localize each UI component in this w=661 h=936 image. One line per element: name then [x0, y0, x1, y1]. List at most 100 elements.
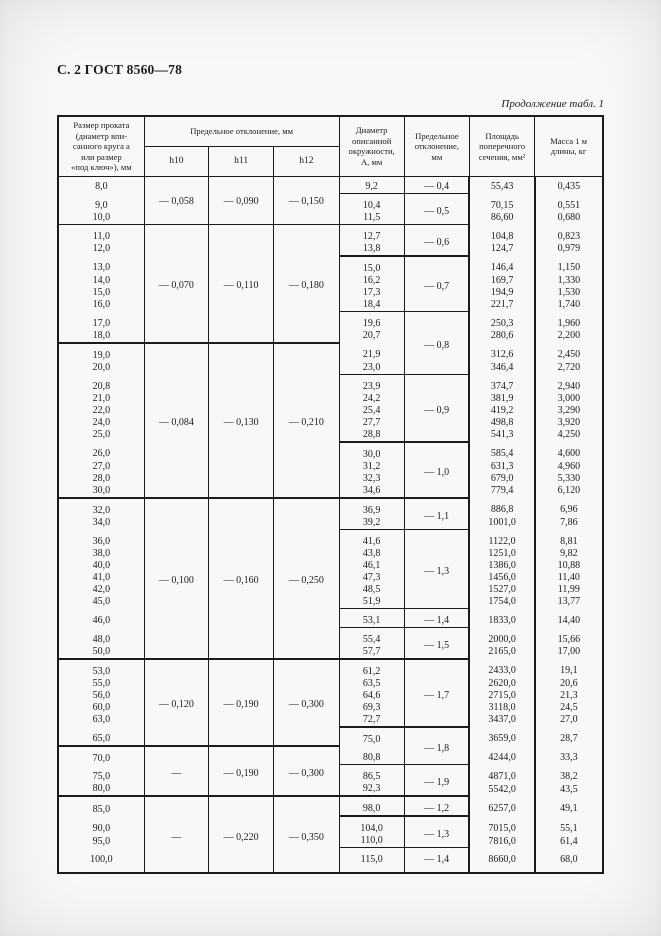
table-row: 56,0 64,6 2715,0 21,3 — [58, 689, 603, 702]
tolerance-h12-cell: — 0,250 — [273, 497, 340, 660]
table-row: 16,0 18,4 221,7 1,740 — [58, 298, 603, 312]
mass-cell: 38,2 — [560, 771, 578, 783]
size-cell: 9,0 — [58, 193, 145, 212]
circumscribed-diameter-cell: 48,5 — [339, 583, 405, 596]
tolerance-h11-cell: — 0,090 — [208, 176, 275, 225]
table-row: 8,0— 0,058— 0,090— 0,150 9,2— 0,4 55,43 0,4… — [58, 176, 603, 225]
size-cell: 70,0 — [58, 745, 145, 765]
mass-cell: 2,450 — [557, 349, 581, 361]
table-row: 45,0 51,9 1754,0 13,77 — [58, 595, 603, 609]
cross-section-area-cell: 1833,0 — [469, 608, 536, 628]
mass-cell: 0,435 — [557, 181, 581, 193]
cross-section-area-cell: 3437,0 — [469, 713, 536, 727]
tolerance-h11-cell: — 0,190 — [208, 658, 275, 747]
header-size: Размер проката (диаметр впи- санного кру… — [57, 115, 145, 177]
deviation-cell: — 1,9 — [404, 764, 471, 798]
table-row: 48,0 55,4— 1,5 2000,0 15,66 — [58, 627, 603, 660]
mass-cell: 11,40 — [557, 571, 580, 583]
cross-section-area-cell: 585,4 — [469, 441, 536, 461]
mass-cell: 55,1 — [560, 822, 578, 834]
cross-section-area-cell: 2620,0 — [469, 677, 536, 690]
size-cell: 45,0 — [58, 595, 145, 609]
cross-section-area-cell: 1251,0 — [469, 547, 536, 560]
circumscribed-diameter-cell: 61,2 — [339, 658, 405, 678]
mass-cell: 20,6 — [560, 677, 578, 689]
table-row: 95,0 110,0 7816,0 61,4 — [58, 835, 603, 849]
table-row: 17,0 19,6— 0,8 250,3 1,960 — [58, 311, 603, 375]
mass-cell: 4,600 — [557, 448, 581, 460]
size-cell: 10,0 — [58, 211, 145, 225]
cross-section-area-cell: 498,8 — [469, 416, 536, 429]
size-cell: 15,0 — [58, 286, 145, 299]
circumscribed-diameter-cell: 46,1 — [339, 559, 405, 572]
deviation-cell: — 1,4 — [404, 608, 471, 628]
circumscribed-diameter-cell: 110,0 — [339, 835, 405, 849]
tolerance-h10-cell: — 0,070 — [144, 224, 210, 344]
mass-cell: 0,680 — [557, 212, 581, 224]
table-row: 42,0 48,5 1527,0 11,99 — [58, 583, 603, 596]
table-row: 13,0 15,0— 0,7 146,4 1,150 — [58, 255, 603, 312]
mass-cell: 4,960 — [557, 460, 581, 472]
deviation-cell: — 1,4 — [404, 847, 471, 874]
tolerance-h11-cell: — 0,130 — [208, 342, 275, 499]
size-cell: 85,0 — [58, 796, 145, 817]
size-cell: 46,0 — [58, 608, 145, 628]
circumscribed-diameter-cell: 34,6 — [339, 484, 405, 499]
table-header: Размер проката (диаметр впи- санного кру… — [57, 115, 604, 177]
deviation-cell: — 0,5 — [404, 193, 471, 225]
circumscribed-diameter-cell: 23,9 — [339, 374, 405, 393]
size-cell: 90,0 — [58, 816, 145, 836]
cross-section-area-cell: 124,7 — [469, 242, 536, 256]
size-cell: 40,0 — [58, 559, 145, 572]
cross-section-area-cell: 374,7 — [469, 374, 536, 393]
tolerance-h11-cell: — 0,190 — [208, 745, 275, 798]
size-cell: 32,0 — [58, 497, 145, 517]
cross-section-area-cell: 5542,0 — [469, 783, 536, 797]
document-page: С. 2 ГОСТ 8560—78 Продолжение табл. 1 Ра… — [57, 62, 604, 875]
circumscribed-diameter-cell: 36,9 — [339, 497, 405, 517]
size-cell: 60,0 — [58, 701, 145, 714]
deviation-cell: — 1,1 — [404, 497, 471, 530]
mass-cell: 14,40 — [557, 614, 581, 626]
circumscribed-diameter-cell: 30,0 — [339, 441, 405, 461]
circumscribed-diameter-cell: 21,9 — [339, 342, 405, 362]
size-cell: 65,0 — [58, 726, 145, 747]
cross-section-area-cell: 7816,0 — [469, 835, 536, 848]
rolled-hexagon-steel-dimensions-table: Размер проката (диаметр впи- санного кру… — [57, 115, 604, 875]
deviation-cell: — 1,8 — [404, 726, 471, 766]
table-row: 25,0 28,8 541,3 4,250 — [58, 428, 603, 443]
cross-section-area-cell: 631,3 — [469, 460, 536, 473]
table-row: 41,0 47,3 1456,0 11,40 — [58, 571, 603, 584]
cross-section-area-cell: 1754,0 — [469, 595, 536, 609]
table-row: 90,0 104,0— 1,3 7015,0 55,1 — [58, 816, 603, 849]
table-row: 75,0 86,5— 1,9 4871,0 38,2 — [58, 764, 603, 798]
cross-section-area-cell: 779,4 — [469, 484, 536, 498]
cross-section-area-cell: 1386,0 — [469, 559, 536, 572]
mass-cell: 13,77 — [557, 596, 581, 608]
header-mass: Масса 1 м длины, кг — [534, 115, 604, 177]
circumscribed-diameter-cell: 25,4 — [339, 404, 405, 417]
cross-section-area-cell: 4871,0 — [469, 764, 536, 784]
mass-cell: 1,330 — [557, 274, 581, 286]
mass-cell: 1,960 — [557, 317, 581, 329]
size-cell: 24,0 — [58, 416, 145, 429]
header-h11: h11 — [208, 146, 275, 177]
size-cell: 14,0 — [58, 274, 145, 287]
size-cell: 25,0 — [58, 428, 145, 442]
table-row: 80,0 92,3 5542,0 43,5 — [58, 783, 603, 798]
tolerance-h12-cell: — 0,150 — [273, 176, 340, 225]
size-cell: 36,0 — [58, 529, 145, 548]
size-cell: 100,0 — [58, 847, 145, 874]
cross-section-area-cell: 679,0 — [469, 472, 536, 485]
table-row: 9,0 10,4— 0,5 70,15 0,551 — [58, 193, 603, 225]
size-cell: 55,0 — [58, 677, 145, 690]
size-cell: 13,0 — [58, 255, 145, 275]
deviation-cell: — 1,3 — [404, 816, 471, 849]
deviation-cell: — 0,6 — [404, 224, 471, 257]
mass-cell: 3,920 — [557, 416, 581, 428]
header-deviation: Предельное отклонение, мм — [403, 115, 470, 177]
mass-cell: 10,88 — [557, 559, 581, 571]
cross-section-area-cell: 6257,0 — [469, 796, 536, 817]
header-h12: h12 — [273, 146, 340, 177]
circumscribed-diameter-cell: 47,3 — [339, 571, 405, 584]
